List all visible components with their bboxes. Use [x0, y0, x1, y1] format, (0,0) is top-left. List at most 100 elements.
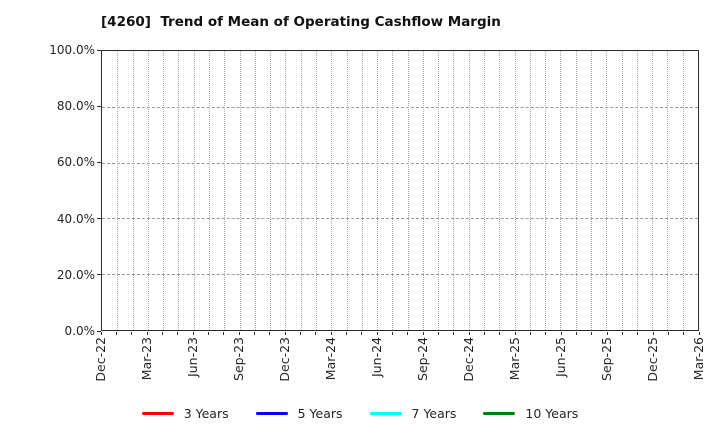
gridline-horizontal	[102, 274, 698, 276]
gridline-vertical	[667, 51, 669, 330]
y-tick-label: 40.0%	[56, 211, 95, 226]
legend-item-3-years: 3 Years	[141, 406, 229, 421]
x-tick-mark	[606, 332, 608, 335]
x-tick-label: Jun-24	[369, 337, 384, 377]
x-tick-mark	[422, 332, 424, 335]
x-tick-mark	[652, 332, 654, 335]
y-tick-label: 80.0%	[56, 99, 95, 114]
x-tick-mark	[161, 332, 163, 335]
y-tick-label: 20.0%	[56, 267, 95, 282]
gridline-vertical	[254, 51, 256, 330]
legend-line-icon-10-years	[483, 412, 516, 415]
x-tick-mark	[253, 332, 255, 335]
gridline-vertical	[591, 51, 593, 330]
y-tick-mark	[97, 274, 101, 276]
x-tick-mark	[376, 332, 378, 335]
legend: 3 Years 5 Years 7 Years 10 Years	[0, 406, 720, 421]
x-tick-mark	[315, 332, 317, 335]
gridline-vertical	[606, 51, 608, 330]
gridline-vertical	[178, 51, 180, 330]
x-tick-mark	[238, 332, 240, 335]
legend-item-10-years: 10 Years	[483, 406, 578, 421]
x-tick-label: Mar-23	[139, 337, 154, 381]
legend-line-icon-5-years	[255, 412, 288, 415]
x-tick-mark	[115, 332, 117, 335]
chart-title: [4260] Trend of Mean of Operating Cashfl…	[101, 14, 501, 30]
x-tick-mark	[575, 332, 577, 335]
gridline-vertical	[193, 51, 195, 330]
x-tick-mark	[407, 332, 409, 335]
x-tick-mark	[391, 332, 393, 335]
gridline-horizontal	[102, 162, 698, 164]
x-tick-mark	[621, 332, 623, 335]
gridline-vertical	[117, 51, 119, 330]
plot-area	[101, 50, 699, 331]
legend-label-3-years: 3 Years	[183, 406, 229, 421]
gridline-vertical	[208, 51, 210, 330]
y-tick-label: 100.0%	[49, 43, 95, 57]
x-tick-label: Mar-24	[323, 337, 338, 381]
x-tick-mark	[514, 332, 516, 335]
x-tick-mark	[207, 332, 209, 335]
x-tick-label: Dec-24	[461, 337, 476, 382]
gridline-vertical	[499, 51, 501, 330]
x-tick-label: Sep-24	[415, 337, 430, 381]
x-tick-label: Mar-25	[507, 337, 522, 381]
x-tick-mark	[453, 332, 455, 335]
gridline-horizontal	[102, 218, 698, 220]
x-tick-mark	[192, 332, 194, 335]
x-tick-mark	[299, 332, 301, 335]
x-tick-mark	[698, 332, 700, 335]
x-tick-mark	[345, 332, 347, 335]
x-tick-mark	[560, 332, 562, 335]
gridline-vertical	[392, 51, 394, 330]
gridline-vertical	[636, 51, 638, 330]
x-tick-mark	[683, 332, 685, 335]
x-tick-label: Mar-26	[691, 337, 706, 381]
gridline-horizontal	[102, 106, 698, 108]
x-tick-label: Jun-25	[553, 337, 568, 377]
x-tick-label: Dec-22	[93, 337, 108, 382]
y-tick-mark	[97, 218, 101, 220]
legend-label-7-years: 7 Years	[411, 406, 457, 421]
x-tick-mark	[284, 332, 286, 335]
gridline-vertical	[438, 51, 440, 330]
legend-label-5-years: 5 Years	[297, 406, 343, 421]
y-tick-mark	[97, 161, 101, 163]
gridline-vertical	[224, 51, 226, 330]
x-tick-mark	[591, 332, 593, 335]
x-tick-mark	[100, 332, 102, 335]
gridline-vertical	[147, 51, 149, 330]
gridline-vertical	[545, 51, 547, 330]
gridline-vertical	[132, 51, 134, 330]
x-tick-mark	[437, 332, 439, 335]
gridline-vertical	[300, 51, 302, 330]
x-tick-label: Jun-23	[185, 337, 200, 377]
x-tick-label: Sep-23	[231, 337, 246, 381]
gridline-vertical	[468, 51, 470, 330]
gridline-vertical	[575, 51, 577, 330]
legend-line-icon-7-years	[369, 412, 402, 415]
legend-item-7-years: 7 Years	[369, 406, 457, 421]
x-tick-label: Dec-23	[277, 337, 292, 382]
gridline-vertical	[315, 51, 317, 330]
y-tick-label: 0.0%	[64, 324, 96, 338]
legend-label-10-years: 10 Years	[525, 406, 579, 421]
gridline-vertical	[163, 51, 165, 330]
y-tick-mark	[97, 330, 101, 332]
gridline-vertical	[407, 51, 409, 330]
y-tick-label: 60.0%	[56, 155, 95, 170]
y-tick-mark	[97, 105, 101, 107]
x-tick-mark	[667, 332, 669, 335]
x-tick-mark	[499, 332, 501, 335]
x-tick-mark	[330, 332, 332, 335]
gridline-vertical	[514, 51, 516, 330]
x-tick-mark	[131, 332, 133, 335]
x-tick-mark	[146, 332, 148, 335]
gridline-vertical	[652, 51, 654, 330]
gridline-vertical	[453, 51, 455, 330]
x-tick-mark	[637, 332, 639, 335]
legend-line-icon-3-years	[141, 412, 174, 415]
x-tick-mark	[545, 332, 547, 335]
